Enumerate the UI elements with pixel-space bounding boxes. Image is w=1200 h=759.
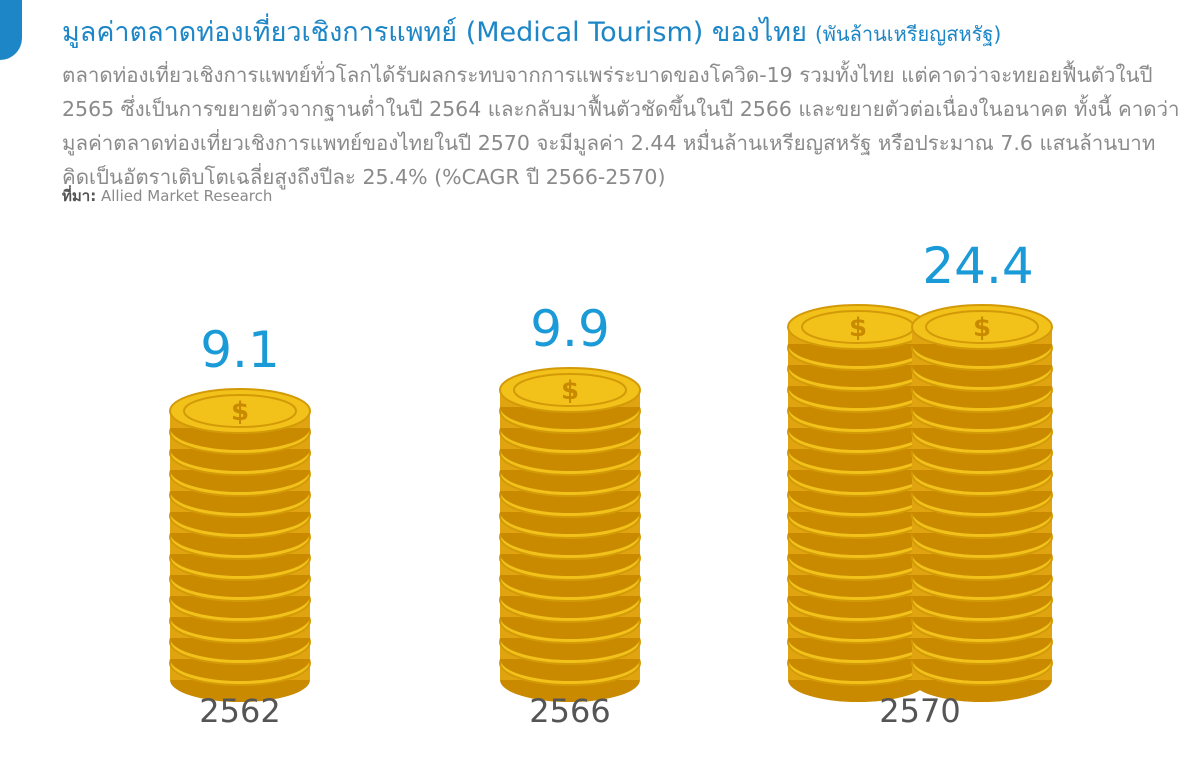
coin-stack: $ $ <box>787 304 1053 702</box>
coin-inner <box>925 310 1039 344</box>
coin-inner <box>513 373 627 407</box>
coin-stack: $ <box>169 388 311 702</box>
description: ตลาดท่องเที่ยวเชิงการแพทย์ทั่วโลกได้รับผ… <box>62 63 1180 189</box>
coin-face <box>911 304 1053 350</box>
value-label: 9.1 <box>200 321 280 379</box>
x-tick-label: 2566 <box>529 692 610 730</box>
chart-subtitle: (พันล้านเหรียญสหรัฐ) <box>814 22 1002 46</box>
coin-symbol: $ <box>973 313 991 343</box>
value-label: 24.4 <box>922 237 1033 295</box>
chart-title: มูลค่าตลาดท่องเที่ยวเชิงการแพทย์ (Medica… <box>62 17 807 48</box>
coin-face <box>169 388 311 434</box>
x-tick-label: 2570 <box>879 692 960 730</box>
coin-symbol: $ <box>849 313 867 343</box>
title-row: มูลค่าตลาดท่องเที่ยวเชิงการแพทย์ (Medica… <box>62 10 1001 53</box>
coin-symbol: $ <box>561 376 579 406</box>
source-label: ที่มา: <box>62 187 97 205</box>
coin-inner <box>183 394 297 428</box>
source: ที่มา: Allied Market Research <box>62 184 272 208</box>
source-text: Allied Market Research <box>100 187 273 205</box>
coin-stack: $ <box>499 367 641 702</box>
corner-tab <box>0 0 22 60</box>
value-label: 9.9 <box>530 300 610 358</box>
x-tick-label: 2562 <box>199 692 280 730</box>
coin-symbol: $ <box>231 397 249 427</box>
coin-face <box>499 367 641 413</box>
